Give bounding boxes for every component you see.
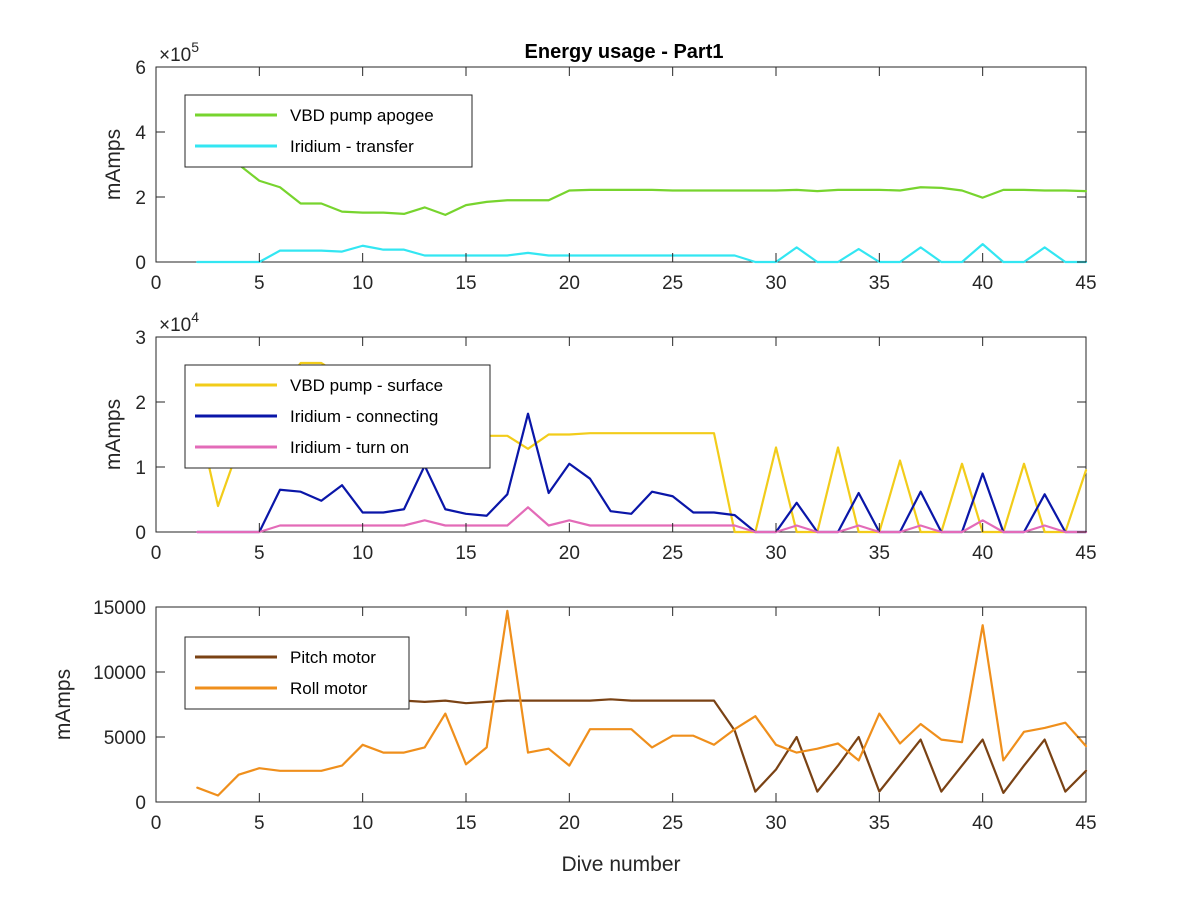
x-tick-label: 40 xyxy=(972,543,993,564)
y-tick-label: 5000 xyxy=(104,728,146,749)
legend-label: Roll motor xyxy=(290,679,368,698)
y-tick-label: 0 xyxy=(135,523,146,544)
x-tick-label: 5 xyxy=(254,813,265,834)
x-tick-label: 15 xyxy=(455,273,476,294)
x-tick-label: 20 xyxy=(559,813,580,834)
subplot-3: 0 5 10 15 20 25 30 35 40 45 0 5000 10000 15000 mAmps Di… xyxy=(52,598,1097,876)
x-tick-label: 25 xyxy=(662,543,683,564)
y-axis-label: mAmps xyxy=(102,129,125,200)
y-tick-label: 2 xyxy=(135,393,146,414)
y-tick-label: 0 xyxy=(135,793,146,814)
y-tick-label: 0 xyxy=(135,253,146,274)
y-tick-label: 3 xyxy=(135,328,146,349)
y-tick-label: 6 xyxy=(135,58,146,79)
x-tick-label: 0 xyxy=(151,543,162,564)
x-tick-label: 45 xyxy=(1075,813,1096,834)
series-line-3 xyxy=(196,506,1088,534)
x-tick-label: 10 xyxy=(352,273,373,294)
legend-box xyxy=(184,636,410,710)
x-axis-label: Dive number xyxy=(561,853,680,876)
series-line-2 xyxy=(196,412,1088,534)
series-line-1 xyxy=(361,698,1088,795)
legend-label: VBD pump apogee xyxy=(290,106,434,125)
legend: VBD pump - surface Iridium - connecting Ir… xyxy=(184,364,491,469)
x-tick-label: 20 xyxy=(559,543,580,564)
x-tick-label: 5 xyxy=(254,543,265,564)
chart-title: Energy usage - Part1 xyxy=(525,41,724,63)
y-tick-label: 15000 xyxy=(93,598,146,619)
x-tick-label: 30 xyxy=(765,543,786,564)
y-exponent-label: ×105 xyxy=(159,39,199,66)
series-line-2 xyxy=(196,243,1088,264)
x-tick-label: 40 xyxy=(972,273,993,294)
x-tick-label: 35 xyxy=(869,813,890,834)
x-tick-label: 30 xyxy=(765,273,786,294)
x-tick-label: 10 xyxy=(352,813,373,834)
x-tick-label: 40 xyxy=(972,813,993,834)
y-tick-label: 4 xyxy=(135,123,146,144)
x-tick-label: 15 xyxy=(455,543,476,564)
subplot-1: 0 5 10 15 20 25 30 35 40 45 0 2 4 6 ×105 mAmps VBD pump … xyxy=(102,39,1097,294)
legend-label: Iridium - transfer xyxy=(290,137,414,156)
x-tick-label: 20 xyxy=(559,273,580,294)
y-tick-label: 1 xyxy=(135,458,146,479)
y-axis-label: mAmps xyxy=(52,669,75,740)
legend-label: Pitch motor xyxy=(290,648,376,667)
legend-label: Iridium - connecting xyxy=(290,407,438,426)
legend: VBD pump apogee Iridium - transfer xyxy=(184,94,473,168)
x-tick-label: 10 xyxy=(352,543,373,564)
x-tick-label: 5 xyxy=(254,273,265,294)
y-axis-label: mAmps xyxy=(102,399,125,470)
x-tick-label: 0 xyxy=(151,813,162,834)
y-tick-label: 2 xyxy=(135,188,146,209)
x-tick-label: 25 xyxy=(662,813,683,834)
legend-label: VBD pump - surface xyxy=(290,376,443,395)
subplot-2: 0 5 10 15 20 25 30 35 40 45 0 1 2 3 ×104 mAmps VBD pump … xyxy=(102,309,1097,564)
x-tick-label: 35 xyxy=(869,543,890,564)
series-line-2 xyxy=(196,609,1088,797)
x-tick-label: 35 xyxy=(869,273,890,294)
x-tick-label: 0 xyxy=(151,273,162,294)
legend-label: Iridium - turn on xyxy=(290,438,409,457)
x-tick-label: 30 xyxy=(765,813,786,834)
x-tick-label: 45 xyxy=(1075,543,1096,564)
x-tick-label: 25 xyxy=(662,273,683,294)
y-exponent-label: ×104 xyxy=(159,309,199,336)
legend: Pitch motor Roll motor xyxy=(184,636,410,710)
legend-box xyxy=(184,94,473,168)
y-tick-label: 10000 xyxy=(93,663,146,684)
x-tick-label: 45 xyxy=(1075,273,1096,294)
x-tick-label: 15 xyxy=(455,813,476,834)
series-line-1 xyxy=(196,124,1088,216)
